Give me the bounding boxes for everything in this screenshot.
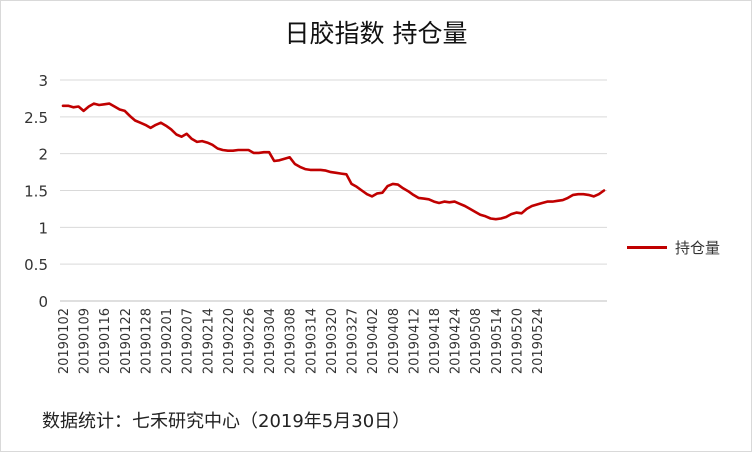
x-tick-label: 20190402 [366, 308, 381, 374]
x-tick-label: 20190424 [449, 308, 464, 374]
x-tick-label: 20190201 [160, 308, 175, 374]
x-tick-label: 20190412 [407, 308, 422, 374]
x-tick-label: 20190102 [57, 308, 72, 374]
y-tick-label: 1.5 [24, 183, 48, 201]
x-tick-label: 20190207 [181, 308, 196, 374]
x-tick-label: 20190524 [531, 308, 546, 374]
x-tick-label: 20190226 [242, 308, 257, 374]
y-tick-label: 2 [38, 146, 48, 164]
x-tick-label: 20190128 [139, 308, 154, 374]
x-tick-label: 20190520 [510, 308, 525, 374]
x-tick-label: 20190220 [222, 308, 237, 374]
x-tick-label: 20190116 [98, 308, 113, 374]
x-tick-label: 20190327 [346, 308, 361, 374]
x-tick-label: 20190314 [304, 308, 319, 374]
legend-label: 持仓量 [675, 239, 721, 257]
x-tick-label: 20190418 [428, 308, 443, 374]
x-tick-label: 20190109 [78, 308, 93, 374]
legend: 持仓量 [627, 237, 720, 258]
y-tick-label: 2.5 [24, 109, 48, 127]
y-tick-label: 1 [38, 219, 48, 237]
legend-line-swatch [627, 246, 667, 249]
x-tick-label: 20190304 [263, 308, 278, 374]
source-note: 数据统计：七禾研究中心（2019年5月30日） [42, 411, 411, 432]
series-line-position [61, 102, 606, 221]
x-tick-label: 20190408 [387, 308, 402, 374]
x-tick-label: 20190122 [119, 308, 134, 374]
x-tick-label: 20190320 [325, 308, 340, 374]
chart-title: 日胶指数 持仓量 [284, 19, 468, 48]
y-tick-label: 0.5 [24, 256, 48, 274]
x-tick-label: 20190308 [284, 308, 299, 374]
y-tick-label: 0 [38, 293, 48, 311]
x-tick-label: 20190214 [201, 308, 216, 374]
x-tick-label: 20190508 [469, 308, 484, 374]
x-tick-label: 20190514 [490, 308, 505, 374]
y-tick-label: 3 [38, 72, 48, 90]
